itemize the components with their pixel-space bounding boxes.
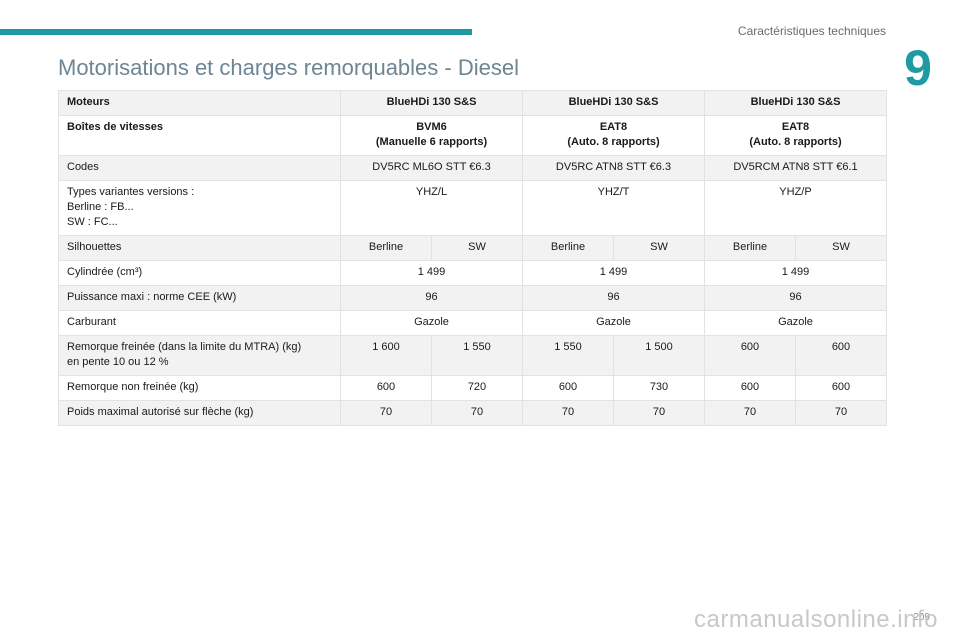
gearbox-name: EAT8 (599, 121, 628, 133)
table-row-variants: Types variantes versions : Berline : FB.… (58, 180, 887, 236)
displacement-cell: 1 499 (704, 260, 887, 286)
unbraked-cell: 600 (795, 375, 887, 401)
row-label-displacement: Cylindrée (cm³) (58, 260, 341, 286)
gearbox-cell: EAT8 (Auto. 8 rapports) (704, 115, 887, 156)
braked-cell: 1 500 (613, 335, 705, 376)
braked-label-line: Remorque freinée (dans la limite du MTRA… (67, 341, 302, 353)
page-title: Motorisations et charges remorquables - … (58, 55, 519, 80)
fuel-cell: Gazole (704, 310, 887, 336)
braked-cell: 1 550 (431, 335, 523, 376)
braked-cell: 1 550 (522, 335, 614, 376)
noseweight-cell: 70 (431, 400, 523, 426)
page-number: 209 (913, 612, 930, 623)
unbraked-cell: 600 (522, 375, 614, 401)
unbraked-cell: 720 (431, 375, 523, 401)
power-cell: 96 (340, 285, 523, 311)
variant-cell: YHZ/P (704, 180, 887, 236)
gearbox-name: BVM6 (416, 121, 447, 133)
row-label-noseweight: Poids maximal autorisé sur flèche (kg) (58, 400, 341, 426)
displacement-cell: 1 499 (340, 260, 523, 286)
chapter-number: 9 (904, 40, 932, 96)
gearbox-name: EAT8 (781, 121, 810, 133)
variants-label-line: Berline : FB... (67, 201, 134, 213)
noseweight-cell: 70 (613, 400, 705, 426)
gearbox-detail: (Auto. 8 rapports) (749, 136, 842, 148)
power-cell: 96 (704, 285, 887, 311)
silhouette-cell: SW (613, 235, 705, 261)
gearbox-cell: EAT8 (Auto. 8 rapports) (522, 115, 705, 156)
row-label-variants: Types variantes versions : Berline : FB.… (58, 180, 341, 236)
row-label-engines: Moteurs (58, 90, 341, 116)
row-label-power: Puissance maxi : norme CEE (kW) (58, 285, 341, 311)
gearbox-detail: (Manuelle 6 rapports) (375, 136, 488, 148)
silhouette-cell: Berline (522, 235, 614, 261)
braked-cell: 600 (795, 335, 887, 376)
unbraked-cell: 730 (613, 375, 705, 401)
watermark: carmanualsonline.info (694, 606, 938, 633)
row-label-gearboxes: Boîtes de vitesses (58, 115, 341, 156)
silhouette-cell: SW (431, 235, 523, 261)
row-label-fuel: Carburant (58, 310, 341, 336)
noseweight-cell: 70 (795, 400, 887, 426)
header-accent-bar (0, 29, 472, 35)
row-label-silhouettes: Silhouettes (58, 235, 341, 261)
table-row-fuel: Carburant Gazole Gazole Gazole (58, 310, 887, 336)
variant-cell: YHZ/L (340, 180, 523, 236)
table-row-silhouettes: Silhouettes Berline SW Berline SW Berlin… (58, 235, 887, 261)
code-cell: DV5RCM ATN8 STT €6.1 (704, 155, 887, 181)
silhouette-cell: SW (795, 235, 887, 261)
engine-cell: BlueHDi 130 S&S (340, 90, 523, 116)
table-row-noseweight: Poids maximal autorisé sur flèche (kg) 7… (58, 400, 887, 426)
gearbox-cell: BVM6 (Manuelle 6 rapports) (340, 115, 523, 156)
gearbox-detail: (Auto. 8 rapports) (567, 136, 660, 148)
braked-cell: 600 (704, 335, 796, 376)
row-label-unbraked-trailer: Remorque non freinée (kg) (58, 375, 341, 401)
specifications-table: Moteurs BlueHDi 130 S&S BlueHDi 130 S&S … (58, 90, 887, 426)
engine-cell: BlueHDi 130 S&S (704, 90, 887, 116)
braked-label-line: en pente 10 ou 12 % (67, 356, 169, 368)
noseweight-cell: 70 (340, 400, 432, 426)
section-title: Caractéristiques techniques (737, 24, 886, 38)
table-row-power: Puissance maxi : norme CEE (kW) 96 96 96 (58, 285, 887, 311)
noseweight-cell: 70 (522, 400, 614, 426)
table-row-gearboxes: Boîtes de vitesses BVM6 (Manuelle 6 rapp… (58, 115, 887, 156)
fuel-cell: Gazole (522, 310, 705, 336)
displacement-cell: 1 499 (522, 260, 705, 286)
variants-label-line: SW : FC... (67, 216, 118, 228)
table-row-codes: Codes DV5RC ML6O STT €6.3 DV5RC ATN8 STT… (58, 155, 887, 181)
code-cell: DV5RC ATN8 STT €6.3 (522, 155, 705, 181)
table-row-engines: Moteurs BlueHDi 130 S&S BlueHDi 130 S&S … (58, 90, 887, 116)
table-row-braked-trailer: Remorque freinée (dans la limite du MTRA… (58, 335, 887, 376)
unbraked-cell: 600 (704, 375, 796, 401)
fuel-cell: Gazole (340, 310, 523, 336)
table-row-displacement: Cylindrée (cm³) 1 499 1 499 1 499 (58, 260, 887, 286)
noseweight-cell: 70 (704, 400, 796, 426)
code-cell: DV5RC ML6O STT €6.3 (340, 155, 523, 181)
braked-cell: 1 600 (340, 335, 432, 376)
variants-label-line: Types variantes versions : (67, 186, 195, 198)
variant-cell: YHZ/T (522, 180, 705, 236)
row-label-braked-trailer: Remorque freinée (dans la limite du MTRA… (58, 335, 341, 376)
table-row-unbraked-trailer: Remorque non freinée (kg) 600 720 600 73… (58, 375, 887, 401)
power-cell: 96 (522, 285, 705, 311)
silhouette-cell: Berline (704, 235, 796, 261)
engine-cell: BlueHDi 130 S&S (522, 90, 705, 116)
row-label-codes: Codes (58, 155, 341, 181)
silhouette-cell: Berline (340, 235, 432, 261)
unbraked-cell: 600 (340, 375, 432, 401)
